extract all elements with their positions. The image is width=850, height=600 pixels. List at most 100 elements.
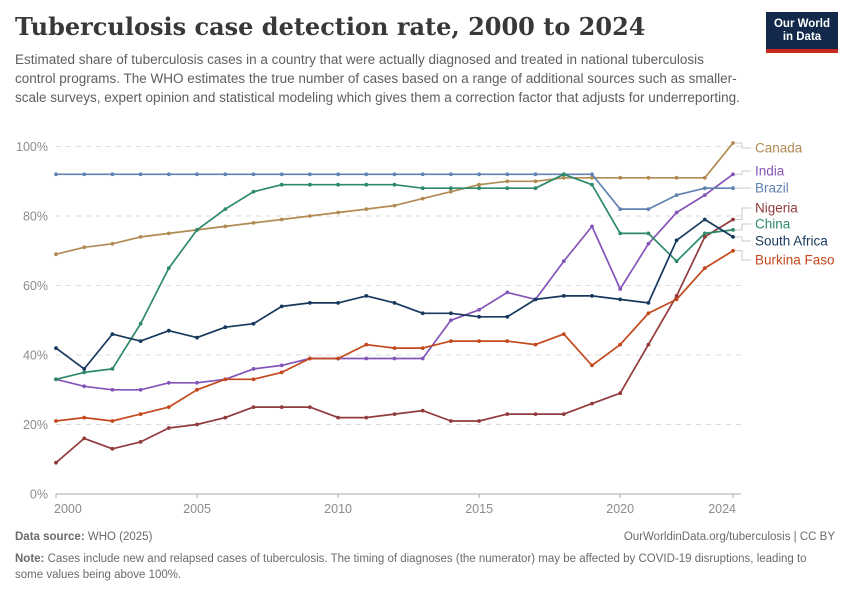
owid-attribution-link[interactable]: OurWorldinData.org/tuberculosis | CC BY bbox=[623, 531, 835, 543]
data-point-burkina-faso bbox=[674, 297, 679, 302]
data-point-nigeria bbox=[54, 460, 58, 465]
y-axis-tick-label: 20% bbox=[23, 418, 48, 432]
data-point-india bbox=[731, 172, 735, 177]
data-point-brazil bbox=[646, 207, 651, 212]
y-axis-tick-label: 80% bbox=[23, 210, 48, 224]
legend-connector-nigeria bbox=[735, 207, 751, 220]
data-point-south-africa bbox=[308, 301, 312, 305]
data-point-south-africa bbox=[449, 311, 453, 316]
legend-label-china[interactable]: China bbox=[755, 217, 791, 232]
series-line-nigeria[interactable] bbox=[55, 218, 734, 464]
data-point-south-africa bbox=[505, 314, 510, 319]
data-point-india bbox=[590, 224, 594, 229]
data-point-burkina-faso bbox=[364, 342, 369, 347]
series-line-canada[interactable] bbox=[55, 142, 734, 256]
data-point-india bbox=[110, 387, 115, 392]
data-point-china bbox=[618, 231, 623, 236]
data-point-nigeria bbox=[533, 412, 538, 416]
data-point-china bbox=[533, 186, 538, 191]
footer-note-text: Cases include new and relapsed cases of … bbox=[15, 553, 807, 581]
data-point-nigeria bbox=[223, 415, 228, 420]
data-point-china bbox=[702, 231, 707, 236]
data-source: Data source: WHO (2025) bbox=[15, 531, 152, 543]
data-point-nigeria bbox=[195, 422, 199, 427]
data-point-china bbox=[195, 228, 199, 232]
legend-label-brazil[interactable]: Brazil bbox=[755, 181, 789, 196]
data-point-india bbox=[279, 363, 284, 368]
data-point-south-africa bbox=[82, 367, 87, 371]
legend-label-burkina-faso[interactable]: Burkina Faso bbox=[755, 253, 835, 268]
data-point-china bbox=[223, 207, 228, 212]
legend-label-south-africa[interactable]: South Africa bbox=[755, 234, 828, 249]
data-point-china bbox=[336, 182, 340, 187]
y-axis-tick-label: 40% bbox=[23, 349, 48, 363]
legend-connector-south-africa bbox=[735, 236, 751, 242]
data-point-burkina-faso bbox=[279, 370, 284, 375]
data-point-burkina-faso bbox=[110, 419, 115, 423]
data-point-china bbox=[279, 182, 284, 187]
data-point-india bbox=[138, 387, 143, 392]
y-axis-tick-label: 60% bbox=[23, 279, 48, 293]
logo-line-2: in Data bbox=[782, 31, 822, 43]
data-point-brazil bbox=[590, 172, 594, 177]
data-point-india bbox=[364, 356, 369, 361]
data-point-nigeria bbox=[561, 412, 566, 416]
x-axis-tick-label: 2024 bbox=[708, 502, 736, 516]
data-point-brazil bbox=[54, 172, 58, 177]
data-point-nigeria bbox=[618, 391, 623, 396]
data-point-india bbox=[505, 290, 510, 295]
data-point-burkina-faso bbox=[618, 342, 623, 347]
data-point-nigeria bbox=[138, 440, 143, 444]
data-point-canada bbox=[590, 175, 594, 180]
data-point-india bbox=[251, 367, 256, 371]
data-point-china bbox=[590, 182, 594, 187]
data-point-burkina-faso bbox=[392, 346, 397, 350]
data-point-south-africa bbox=[279, 304, 284, 309]
legend-label-india[interactable]: India bbox=[755, 164, 785, 179]
data-point-south-africa bbox=[702, 217, 707, 222]
data-point-canada bbox=[110, 241, 115, 246]
data-point-india bbox=[392, 356, 397, 361]
data-point-china bbox=[646, 231, 651, 236]
data-point-brazil bbox=[251, 172, 256, 177]
data-point-india bbox=[420, 356, 425, 361]
data-point-brazil bbox=[308, 172, 312, 177]
owid-logo[interactable]: Our World in Data bbox=[766, 12, 838, 53]
data-point-brazil bbox=[279, 172, 284, 177]
data-point-south-africa bbox=[392, 301, 397, 305]
data-point-burkina-faso bbox=[251, 377, 256, 382]
chart-subtitle: Estimated share of tuberculosis cases in… bbox=[15, 52, 740, 105]
data-point-canada bbox=[166, 231, 171, 236]
data-point-brazil bbox=[702, 186, 707, 191]
data-point-burkina-faso bbox=[223, 377, 228, 382]
data-point-burkina-faso bbox=[336, 356, 340, 361]
data-point-brazil bbox=[392, 172, 397, 177]
data-point-china bbox=[392, 182, 397, 187]
data-point-nigeria bbox=[731, 217, 735, 222]
series-line-burkina-faso[interactable] bbox=[55, 249, 734, 422]
data-point-canada bbox=[420, 196, 425, 201]
data-point-nigeria bbox=[505, 412, 510, 416]
data-point-south-africa bbox=[561, 294, 566, 298]
data-point-burkina-faso bbox=[54, 419, 58, 423]
data-point-canada bbox=[731, 141, 735, 145]
data-point-brazil bbox=[364, 172, 369, 177]
data-point-brazil bbox=[618, 207, 623, 212]
legend-label-nigeria[interactable]: Nigeria bbox=[755, 201, 798, 216]
data-point-brazil bbox=[533, 172, 538, 177]
data-point-south-africa bbox=[618, 297, 623, 302]
logo-line-1: Our World bbox=[773, 18, 830, 30]
data-point-india bbox=[702, 193, 707, 198]
data-point-china bbox=[449, 186, 453, 191]
legend-label-canada[interactable]: Canada bbox=[755, 141, 803, 156]
x-axis-tick-label: 2005 bbox=[183, 502, 211, 516]
data-point-brazil bbox=[505, 172, 510, 177]
data-point-china bbox=[166, 266, 171, 270]
data-point-canada bbox=[674, 175, 679, 180]
legend-connector-burkina-faso bbox=[735, 250, 751, 261]
data-point-burkina-faso bbox=[477, 339, 481, 343]
data-point-india bbox=[618, 287, 623, 291]
data-point-china bbox=[82, 370, 87, 375]
data-point-canada bbox=[364, 207, 369, 212]
data-point-canada bbox=[533, 179, 538, 184]
